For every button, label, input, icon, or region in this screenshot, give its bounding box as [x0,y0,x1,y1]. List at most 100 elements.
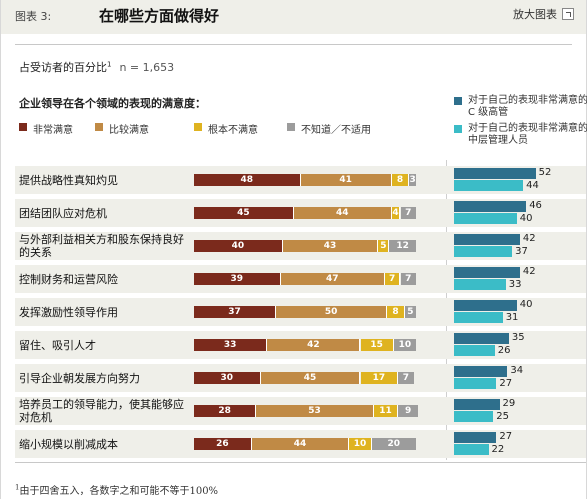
stacked-bar-segment: 10 [349,438,372,450]
legend-swatch [95,123,103,131]
question-text: 企业领导在各个领域的表现的满意度： [19,97,206,110]
exhibit-number: 图表 3: [15,10,52,23]
manager-value: 40 [519,213,533,224]
stacked-bar-segment: 53 [256,405,374,417]
enlarge-icon[interactable] [562,8,574,20]
manager-value: 33 [508,279,522,290]
legend-label: 非常满意 [33,125,73,136]
ceo-value: 42 [522,266,536,277]
sample-size: n = 1,653 [119,61,175,74]
ceo-value: 27 [499,431,513,442]
ceo-bar [454,300,517,311]
stacked-bar-segment: 7 [400,207,416,219]
legend-swatch [19,123,27,131]
ceo-value: 46 [529,200,542,211]
stacked-bar-segment: 44 [293,207,392,219]
stacked-bar-segment: 20 [371,438,416,450]
manager-bar [454,411,494,422]
manager-bar [454,213,517,224]
stacked-bar-segment: 9 [398,405,419,417]
legend-item: 不知道／不适用 [287,121,371,136]
ceo-bar [454,168,536,179]
stacked-bar-segment: 48 [194,174,301,186]
row-label: 留住、吸引人才 [19,339,96,352]
stacked-bar-segment: 33 [194,339,268,351]
stacked-bar-segment: 5 [378,240,390,252]
stacked-bar-segment: 11 [373,405,399,417]
ceo-value: 52 [538,167,552,178]
stacked-bar-segment: 26 [194,438,252,450]
manager-bar [454,180,524,191]
stacked-bar-segment: 37 [194,306,277,318]
manager-value: 31 [505,312,519,323]
stacked-bar-segment: 7 [398,372,414,384]
stacked-bar-segment: 5 [404,306,416,318]
stacked-bar-segment: 7 [400,273,416,285]
stacked-bar-segment: 43 [282,240,379,252]
bottom-divider [15,462,586,463]
ceo-bar [454,267,520,278]
stacked-bar-segment: 44 [251,438,350,450]
stacked-bar-segment: 28 [194,405,257,417]
stacked-bar-segment: 39 [194,273,281,285]
stacked-bar-segment: 8 [391,174,410,186]
legend-swatch [287,123,295,131]
base-label: 占受访者的百分比 [19,61,107,74]
ceo-value: 29 [502,398,516,409]
stacked-bar-segment: 7 [384,273,401,285]
header-divider [15,44,572,45]
stacked-bar-segment: 15 [360,339,394,351]
stacked-bar-segment: 10 [393,339,416,351]
manager-value: 22 [491,444,505,455]
enlarge-chart-button[interactable]: 放大图表 [513,6,574,22]
enlarge-chart-label[interactable]: 放大图表 [513,8,557,21]
legend-item: 根本不满意 [194,121,258,136]
ceo-bar [454,201,527,212]
legend-swatch [194,123,202,131]
row-label: 团结团队应对危机 [19,207,107,220]
manager-value: 26 [497,345,511,356]
base-note: 占受访者的百分比1 n = 1,653 [19,59,174,75]
stacked-bar-segment: 50 [276,306,388,318]
ceo-value: 35 [511,332,525,343]
row-label: 与外部利益相关方和股东保持良好的关系 [19,233,184,259]
exhibit-header: 图表 3: 在哪些方面做得好 放大图表 [1,0,586,34]
row-label: 发挥激励性领导作用 [19,306,118,319]
manager-bar [454,378,497,389]
legend-label: 比较满意 [109,125,149,136]
row-label: 培养员工的领导能力，使其能够应对危机 [19,398,184,424]
manager-bar [454,246,513,257]
ceo-bar [454,432,497,443]
ceo-value: 34 [510,365,524,376]
legend-label: 对于自己的表现非常满意的中层管理人员 [468,123,587,146]
base-footnote-ref: 1 [107,60,112,69]
manager-value: 27 [499,378,513,389]
stacked-bar-segment: 3 [409,174,416,186]
legend-swatch [454,97,462,105]
manager-value: 44 [526,180,539,191]
legend-item: 非常满意 [19,121,73,136]
manager-value: 37 [515,246,528,257]
row-label: 提供战略性真知灼见 [19,174,118,187]
legend-label: 根本不满意 [208,125,258,136]
legend-swatch [454,125,462,133]
ceo-value: 40 [519,299,533,310]
stacked-bar-segment: 45 [260,372,361,384]
legend-item: 比较满意 [95,121,149,136]
stacked-bar-segment: 8 [387,306,405,318]
stacked-bar-segment: 30 [194,372,261,384]
stacked-bar-segment: 41 [300,174,392,186]
manager-bar [454,279,506,290]
row-label: 缩小规模以削减成本 [19,438,118,451]
manager-bar [454,444,489,455]
row-label: 引导企业朝发展方向努力 [19,372,140,385]
stacked-bar-segment: 40 [194,240,283,252]
stacked-bar-segment: 42 [267,339,361,351]
stacked-bar-segment: 12 [389,240,416,252]
legend-item: 对于自己的表现非常满意的中层管理人员 [454,123,587,147]
manager-value: 25 [496,411,510,422]
row-label: 控制财务和运营风险 [19,273,118,286]
legend-label: 对于自己的表现非常满意的 C 级高管 [468,95,587,118]
manager-bar [454,312,503,323]
